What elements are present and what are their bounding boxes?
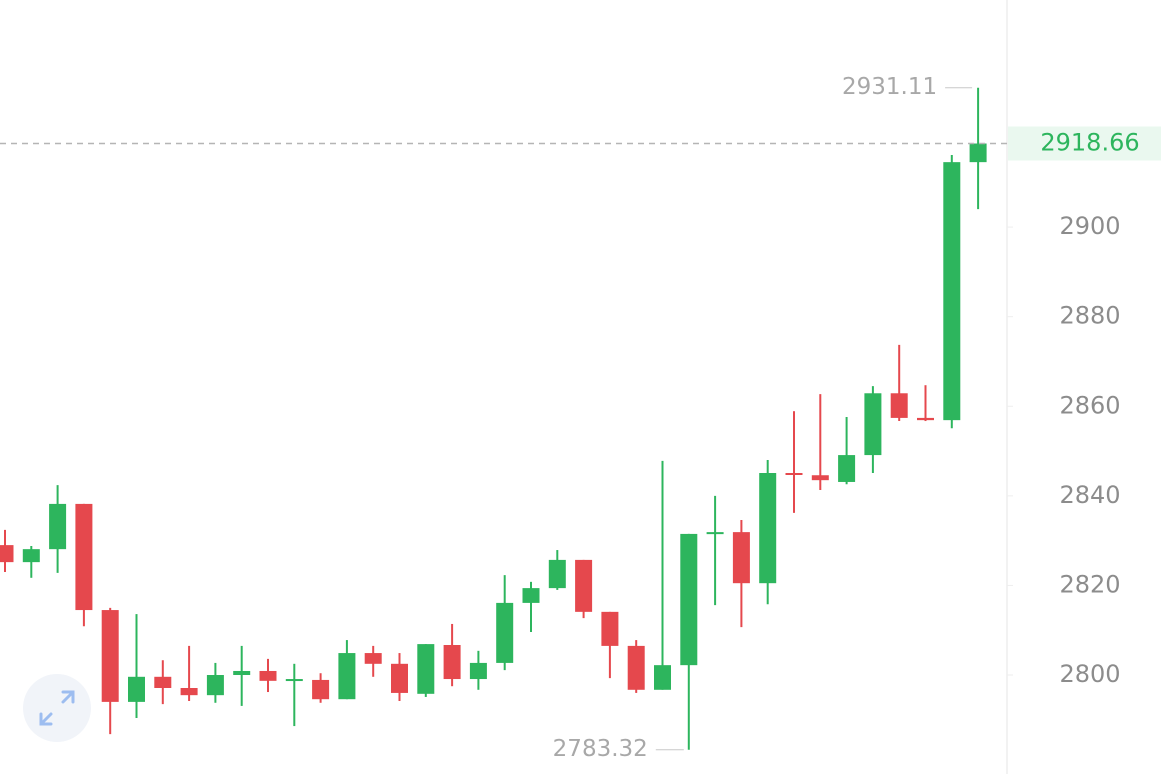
candle-body: [575, 559, 593, 612]
candle-body: [75, 503, 93, 611]
candle-body: [890, 393, 908, 418]
candle-body: [206, 675, 224, 696]
candle-body: [154, 676, 172, 688]
candle-body: [917, 417, 934, 421]
candle-body: [627, 645, 645, 690]
candle-body: [654, 665, 671, 690]
expand-button[interactable]: [23, 674, 91, 742]
candle-body: [706, 532, 724, 535]
candle-body: [785, 473, 803, 475]
last-price-tag: [1008, 126, 1161, 161]
candle-body: [285, 679, 303, 682]
y-tick-label: 2860: [1059, 391, 1120, 419]
candle-body: [312, 679, 330, 700]
expand-button-bg: [23, 674, 91, 742]
candle-body: [338, 653, 356, 700]
candle-body: [391, 663, 408, 693]
y-tick-label: 2880: [1059, 302, 1120, 330]
candle-body: [0, 545, 14, 563]
candle-body: [49, 503, 67, 550]
y-tick-label: 2800: [1059, 660, 1120, 688]
candle-body: [759, 473, 777, 584]
candle-body: [969, 143, 987, 163]
y-tick-label: 2900: [1059, 212, 1120, 240]
low-annotation: 2783.32: [553, 736, 648, 762]
candle-body: [732, 532, 750, 584]
candle-body: [364, 653, 382, 664]
candle-body: [469, 662, 487, 680]
last-price-label: 2918.66: [1040, 129, 1139, 157]
candle-body: [22, 549, 40, 563]
expand-icon: [39, 690, 75, 726]
candle-body: [680, 533, 698, 666]
candle-body: [601, 611, 619, 646]
candle-body: [522, 588, 540, 603]
candle-body: [864, 393, 882, 456]
y-tick-label: 2820: [1059, 570, 1120, 598]
candle-body: [417, 644, 435, 694]
candle-body: [259, 670, 277, 681]
candle-body: [838, 455, 856, 482]
candle-body: [443, 645, 461, 680]
candle-body: [811, 475, 829, 481]
candle-body: [101, 610, 119, 702]
candle-body: [180, 688, 198, 696]
candle-body: [548, 559, 566, 589]
candle-body: [496, 602, 514, 663]
y-tick-label: 2840: [1059, 481, 1120, 509]
candle-body: [943, 162, 961, 421]
candle-body: [128, 676, 145, 702]
candle-body: [233, 670, 251, 676]
high-annotation: 2931.11: [842, 74, 937, 100]
